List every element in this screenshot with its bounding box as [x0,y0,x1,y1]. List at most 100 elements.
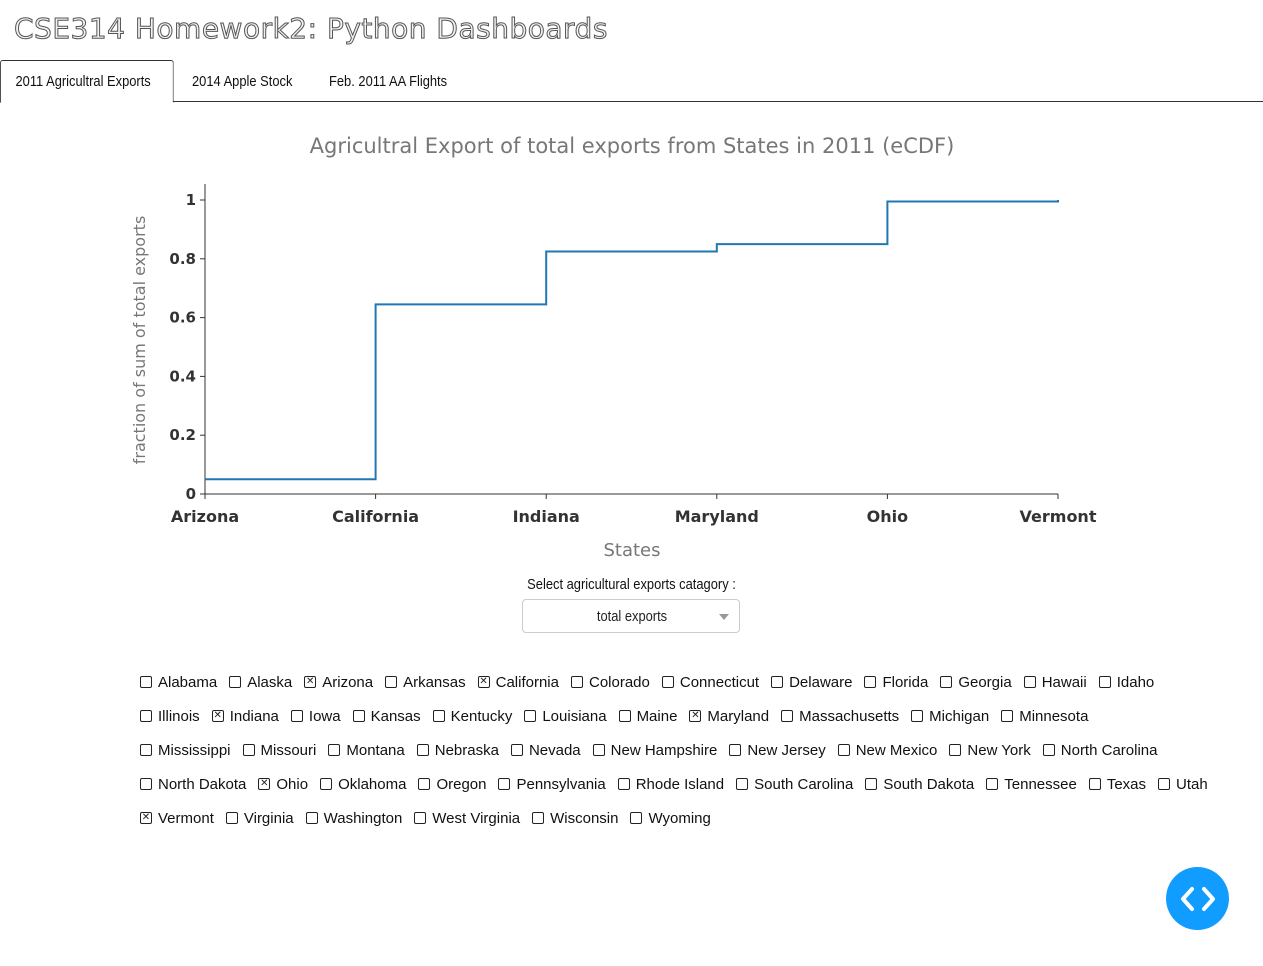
tab-apple-stock[interactable]: 2014 Apple Stock [192,72,293,90]
tab-aa-flights[interactable]: Feb. 2011 AA Flights [329,72,448,90]
checkbox[interactable] [432,710,445,722]
checklist-item[interactable]: Delaware [771,674,852,691]
checklist-item[interactable]: New Jersey [729,742,826,759]
checklist-item[interactable]: Arkansas [385,674,466,691]
checkbox[interactable] [1001,710,1014,722]
ecdf-chart[interactable]: Agricultral Export of total exports from… [0,110,1263,570]
checkbox[interactable] [911,710,924,722]
checkbox[interactable]: ✕ [477,676,490,688]
checkbox[interactable] [1158,778,1171,790]
checkbox[interactable] [1098,676,1111,688]
checkbox[interactable] [781,710,794,722]
checklist-item[interactable]: Colorado [571,674,650,691]
checklist-item[interactable]: Nevada [510,742,581,759]
checkbox[interactable] [986,778,999,790]
checklist-item[interactable]: New Mexico [837,742,937,759]
checkbox[interactable]: ✕ [258,778,271,790]
checklist-item[interactable]: Michigan [911,708,989,725]
checklist-item[interactable]: ✕ Arizona [304,674,373,691]
dev-tools-button[interactable] [1166,867,1229,930]
checklist-item[interactable]: Virginia [225,810,294,827]
checklist-item[interactable]: Washington [305,810,402,827]
checklist-item[interactable]: South Carolina [736,776,853,793]
checkbox[interactable] [837,744,850,756]
checkbox[interactable] [592,744,605,756]
checklist-item[interactable]: Oregon [418,776,486,793]
checkbox[interactable] [940,676,953,688]
checkbox[interactable] [140,710,152,722]
checkbox[interactable] [416,744,429,756]
checkbox[interactable] [385,676,398,688]
checkbox[interactable] [320,778,333,790]
checklist-item[interactable]: Hawaii [1023,674,1087,691]
checklist-item[interactable]: Montana [328,742,405,759]
checklist-item[interactable]: Minnesota [1001,708,1088,725]
checklist-item[interactable]: Alaska [229,674,292,691]
checklist-item[interactable]: Kentucky [432,708,512,725]
checkbox[interactable]: ✕ [211,710,224,722]
checklist-item[interactable]: Utah [1158,776,1208,793]
checklist-item[interactable]: South Dakota [865,776,974,793]
checkbox[interactable] [630,812,643,824]
checklist-item[interactable]: Wisconsin [532,810,618,827]
checklist-item[interactable]: New Hampshire [592,742,717,759]
checkbox[interactable] [352,710,365,722]
checklist-item[interactable]: Idaho [1098,674,1154,691]
checklist-item[interactable]: Oklahoma [320,776,406,793]
checklist-item[interactable]: Maine [618,708,677,725]
checkbox[interactable] [328,744,341,756]
checkbox[interactable] [736,778,749,790]
checkbox[interactable] [140,744,152,756]
checkbox[interactable] [305,812,318,824]
checkbox[interactable] [140,676,152,688]
checkbox[interactable] [498,778,511,790]
checklist-item[interactable]: Connecticut [661,674,759,691]
category-dropdown[interactable]: total exports [522,599,740,633]
checklist-item[interactable]: Rhode Island [617,776,724,793]
checkbox[interactable] [617,778,630,790]
checklist-item[interactable]: Illinois [140,708,200,725]
checklist-item[interactable]: ✕ Maryland [689,708,769,725]
checkbox[interactable] [771,676,784,688]
checkbox[interactable] [949,744,962,756]
checklist-item[interactable]: Mississippi [140,742,231,759]
checklist-item[interactable]: Georgia [940,674,1012,691]
checkbox[interactable] [510,744,523,756]
checklist-item[interactable]: Texas [1088,776,1146,793]
checkbox[interactable] [1088,778,1101,790]
checkbox[interactable]: ✕ [140,812,152,824]
checklist-item[interactable]: Kansas [352,708,421,725]
checkbox[interactable] [618,710,631,722]
checklist-item[interactable]: Iowa [290,708,341,725]
checkbox[interactable]: ✕ [689,710,702,722]
checklist-item[interactable]: ✕ Vermont [140,810,214,827]
checklist-item[interactable]: ✕ Indiana [211,708,279,725]
checkbox[interactable] [414,812,427,824]
checkbox[interactable]: ✕ [304,676,317,688]
checklist-item[interactable]: Florida [864,674,928,691]
checklist-item[interactable]: Wyoming [630,810,711,827]
checklist-item[interactable]: Tennessee [986,776,1077,793]
checklist-item[interactable]: New York [949,742,1031,759]
checkbox[interactable] [532,812,545,824]
checkbox[interactable] [418,778,431,790]
checklist-item[interactable]: Missouri [242,742,316,759]
checklist-item[interactable]: ✕ Ohio [258,776,308,793]
checkbox[interactable] [1042,744,1055,756]
tab-agricultural-exports[interactable]: 2011 Agricultral Exports [0,60,174,103]
dropdown-arrow-icon[interactable] [719,614,729,620]
checkbox[interactable] [242,744,255,756]
checkbox[interactable] [1023,676,1036,688]
checkbox[interactable] [571,676,583,688]
checklist-item[interactable]: Alabama [140,674,217,691]
checkbox[interactable] [225,812,238,824]
checklist-item[interactable]: North Dakota [140,776,246,793]
checkbox[interactable] [864,676,877,688]
checklist-item[interactable]: North Carolina [1042,742,1157,759]
checkbox[interactable] [865,778,878,790]
checklist-item[interactable]: Louisiana [524,708,607,725]
checkbox[interactable] [729,744,742,756]
checkbox[interactable] [229,676,242,688]
checkbox[interactable] [661,676,674,688]
checklist-item[interactable]: West Virginia [414,810,520,827]
